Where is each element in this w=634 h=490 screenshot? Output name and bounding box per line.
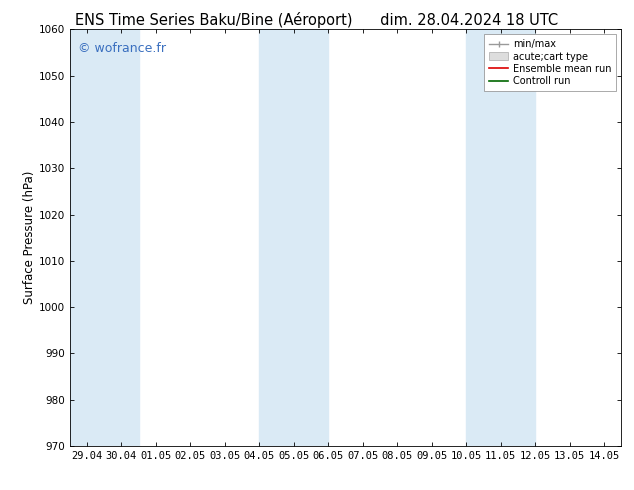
Bar [70,29,139,446]
Y-axis label: Surface Pressure (hPa): Surface Pressure (hPa) [23,171,36,304]
Legend: min/max, acute;cart type, Ensemble mean run, Controll run: min/max, acute;cart type, Ensemble mean … [484,34,616,91]
Text: © wofrance.fr: © wofrance.fr [78,42,166,55]
Bar [466,29,535,446]
Bar [259,29,328,446]
Text: ENS Time Series Baku/Bine (Aéroport)      dim. 28.04.2024 18 UTC: ENS Time Series Baku/Bine (Aéroport) dim… [75,12,559,28]
